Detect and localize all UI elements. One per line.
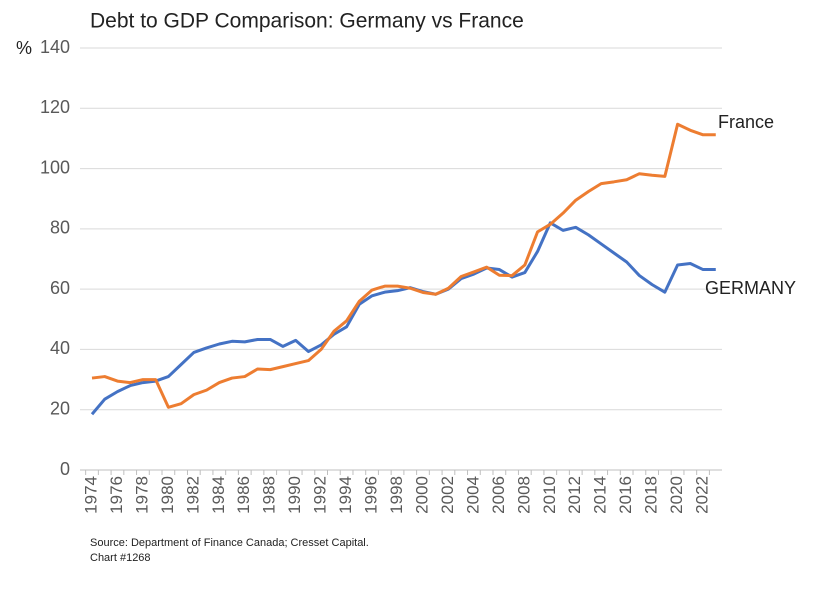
x-tick-label: 1978 <box>132 476 151 514</box>
y-tick-label: 0 <box>60 459 70 479</box>
source-note: Source: Department of Finance Canada; Cr… <box>90 537 369 549</box>
y-tick-label: 120 <box>40 97 70 117</box>
x-tick-label: 1982 <box>183 476 202 514</box>
y-tick-label: 100 <box>40 157 70 177</box>
series-label: GERMANY <box>705 278 796 298</box>
y-tick-label: 60 <box>50 278 70 298</box>
x-tick-label: 2014 <box>591 476 610 514</box>
x-tick-label: 1986 <box>234 476 253 514</box>
x-tick-label: 2012 <box>565 476 584 514</box>
series-line <box>91 122 716 409</box>
x-tick-label: 2008 <box>514 476 533 514</box>
y-tick-label: 20 <box>50 398 70 418</box>
chart-title: Debt to GDP Comparison: Germany vs Franc… <box>90 10 524 33</box>
x-tick-label: 1992 <box>311 476 330 514</box>
x-tick-label: 1998 <box>387 476 406 514</box>
series-label: France <box>718 112 774 132</box>
y-tick-label: 80 <box>50 218 70 238</box>
x-tick-label: 1994 <box>336 476 355 514</box>
x-tick-label: 2002 <box>438 476 457 514</box>
y-tick-label: 140 <box>40 37 70 57</box>
x-tick-label: 2006 <box>489 476 508 514</box>
x-tick-label: 2020 <box>667 476 686 514</box>
x-tick-label: 2018 <box>642 476 661 514</box>
source-note: Chart #1268 <box>90 552 151 564</box>
x-tick-label: 1996 <box>362 476 381 514</box>
x-tick-label: 2022 <box>693 476 712 514</box>
y-axis-label: % <box>16 38 32 58</box>
x-tick-label: 2010 <box>540 476 559 514</box>
x-tick-label: 1974 <box>81 476 100 514</box>
x-tick-label: 1984 <box>209 476 228 514</box>
series-line <box>90 221 716 416</box>
x-tick-label: 1990 <box>285 476 304 514</box>
x-tick-label: 2000 <box>412 476 431 514</box>
x-tick-label: 2016 <box>616 476 635 514</box>
x-tick-label: 1988 <box>260 476 279 514</box>
x-tick-label: 2004 <box>463 476 482 514</box>
x-tick-label: 1980 <box>158 476 177 514</box>
y-tick-label: 40 <box>50 338 70 358</box>
x-tick-label: 1976 <box>107 476 126 514</box>
